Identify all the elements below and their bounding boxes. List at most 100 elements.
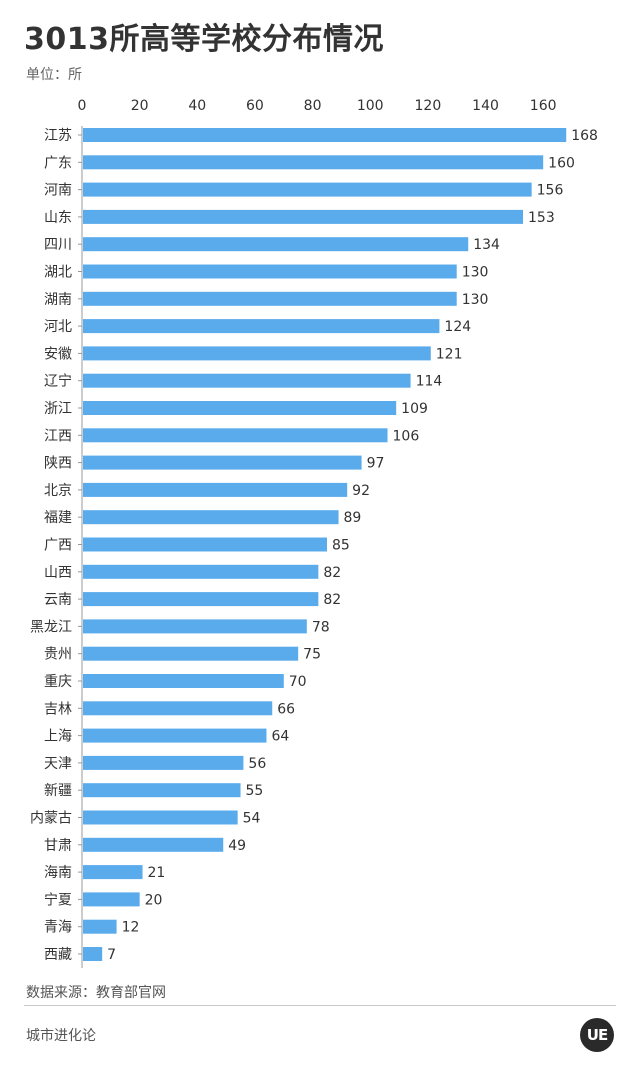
x-tick-label: 0 xyxy=(78,98,87,114)
bar xyxy=(83,783,241,798)
bar xyxy=(83,128,567,142)
data-label: 82 xyxy=(323,592,341,608)
data-label: 109 xyxy=(401,401,428,417)
category-label: 山东 xyxy=(44,210,72,226)
bar xyxy=(83,209,523,224)
x-tick-label: 140 xyxy=(472,98,499,114)
bar xyxy=(83,592,319,607)
data-label: 70 xyxy=(289,674,307,690)
data-label: 106 xyxy=(393,428,420,444)
data-label: 78 xyxy=(312,619,330,635)
data-label: 21 xyxy=(148,865,166,881)
category-label: 江西 xyxy=(44,428,72,444)
bar xyxy=(83,674,284,688)
data-source: 数据来源：教育部官网 xyxy=(26,985,166,1001)
bar xyxy=(83,291,457,306)
data-label: 7 xyxy=(107,947,116,963)
bar-chart: 0 20 40 60 80 100 120 140 160 江苏 168 广东 160 河南 156 山东 15… xyxy=(30,98,598,968)
bar xyxy=(83,701,273,716)
bar xyxy=(83,810,238,825)
data-label: 89 xyxy=(344,510,362,526)
bar xyxy=(83,455,362,470)
data-label: 64 xyxy=(271,729,289,745)
data-label: 124 xyxy=(444,319,471,335)
x-tick-label: 20 xyxy=(131,98,149,114)
category-label: 湖南 xyxy=(44,292,72,308)
category-label: 云南 xyxy=(44,592,72,608)
category-label: 内蒙古 xyxy=(30,811,72,827)
bar xyxy=(83,264,457,279)
x-tick-label: 120 xyxy=(415,98,442,114)
bar xyxy=(83,728,267,743)
data-label: 20 xyxy=(145,892,163,908)
category-label: 湖北 xyxy=(44,265,72,281)
x-tick-label: 160 xyxy=(530,98,557,114)
bar xyxy=(83,373,411,388)
category-label: 广东 xyxy=(44,155,72,171)
brand-name: 城市进化论 xyxy=(26,1028,96,1044)
bar xyxy=(83,237,469,252)
bar xyxy=(83,401,397,415)
bar xyxy=(83,755,244,770)
category-label: 黑龙江 xyxy=(30,619,72,635)
data-label: 55 xyxy=(246,783,264,799)
bar xyxy=(83,428,388,443)
category-label: 陕西 xyxy=(44,456,72,472)
bar xyxy=(83,646,299,661)
category-label: 山西 xyxy=(44,565,72,581)
data-label: 66 xyxy=(277,701,295,717)
data-label: 121 xyxy=(436,346,463,362)
data-label: 153 xyxy=(528,210,555,226)
bar xyxy=(83,482,348,497)
data-label: 168 xyxy=(571,128,598,144)
bar xyxy=(83,155,544,170)
data-label: 49 xyxy=(228,838,246,854)
category-label: 福建 xyxy=(44,510,72,526)
category-label: 西藏 xyxy=(44,947,72,963)
category-label: 江苏 xyxy=(44,128,72,144)
x-tick-label: 100 xyxy=(357,98,384,114)
bar xyxy=(83,919,117,934)
category-label: 广西 xyxy=(44,538,72,554)
data-label: 97 xyxy=(367,456,385,472)
bar xyxy=(83,564,319,579)
x-tick-label: 80 xyxy=(304,98,322,114)
category-label: 辽宁 xyxy=(44,373,72,390)
x-tick-label: 60 xyxy=(246,98,264,114)
data-label: 156 xyxy=(537,183,564,199)
data-label: 130 xyxy=(462,292,489,308)
data-label: 12 xyxy=(122,920,140,936)
data-label: 130 xyxy=(462,265,489,281)
bar xyxy=(83,619,307,634)
bar xyxy=(83,510,339,525)
category-label: 新疆 xyxy=(44,783,72,799)
unit-label: 单位：所 xyxy=(26,67,82,83)
brand-logo-icon: UE xyxy=(580,1018,614,1052)
data-label: 85 xyxy=(332,538,350,554)
bar xyxy=(83,346,431,361)
category-label: 重庆 xyxy=(44,674,72,690)
category-label: 甘肃 xyxy=(44,838,72,854)
data-label: 92 xyxy=(352,483,370,499)
category-label: 宁夏 xyxy=(44,891,72,908)
bar xyxy=(83,892,140,907)
category-label: 贵州 xyxy=(44,647,72,663)
bar xyxy=(83,182,532,197)
category-label: 河北 xyxy=(44,319,72,335)
data-label: 75 xyxy=(303,647,321,663)
category-label: 四川 xyxy=(44,237,72,253)
bar xyxy=(83,865,143,880)
category-label: 河南 xyxy=(44,183,72,199)
data-label: 54 xyxy=(243,811,261,827)
category-label: 安徽 xyxy=(44,346,72,362)
category-label: 青海 xyxy=(44,920,72,936)
bar xyxy=(83,537,327,552)
footer-divider xyxy=(24,1005,616,1006)
category-label: 吉林 xyxy=(44,701,72,717)
data-label: 114 xyxy=(416,374,443,390)
category-label: 海南 xyxy=(44,865,72,881)
category-label: 北京 xyxy=(44,483,72,499)
bar xyxy=(83,837,224,852)
data-label: 82 xyxy=(323,565,341,581)
bar xyxy=(83,947,103,961)
